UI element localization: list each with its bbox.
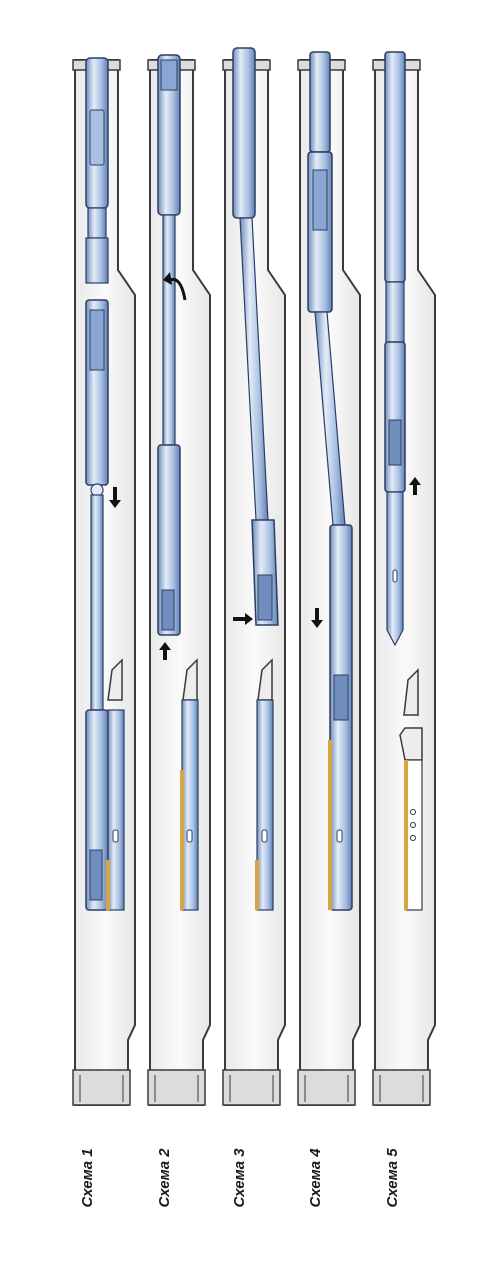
tool-string bbox=[90, 494, 104, 711]
whipstock bbox=[403, 668, 419, 716]
scheme-5-caption: Схема 5 bbox=[384, 1148, 401, 1208]
tool-body bbox=[384, 341, 406, 493]
anchor-yellow bbox=[405, 759, 423, 911]
tool-top bbox=[309, 51, 331, 153]
arrow-scheme-2 bbox=[159, 642, 171, 660]
arrow-scheme-5 bbox=[409, 477, 421, 495]
anchor bbox=[107, 709, 125, 911]
anchor-yellow bbox=[106, 860, 110, 910]
arrow-scheme-3 bbox=[233, 613, 253, 625]
scheme-3-caption: Схема 3 bbox=[231, 1148, 248, 1208]
scheme-4 bbox=[297, 51, 361, 1106]
tool-body bbox=[157, 444, 181, 636]
scheme-2-caption: Схема 2 bbox=[156, 1148, 173, 1208]
scheme-1 bbox=[72, 57, 136, 1106]
arrow-scheme-1 bbox=[109, 487, 121, 508]
whipstock bbox=[107, 658, 123, 701]
scheme-3 bbox=[222, 47, 286, 1106]
tool-sub bbox=[85, 237, 109, 284]
tool-top bbox=[384, 51, 406, 283]
tool-string bbox=[162, 214, 176, 446]
tool-top bbox=[232, 47, 256, 219]
scheme-1-caption: Схема 1 bbox=[79, 1148, 96, 1208]
tool-joint bbox=[87, 207, 107, 239]
tool-nose bbox=[386, 491, 404, 647]
scheme-2 bbox=[147, 54, 211, 1106]
arrow-scheme-4 bbox=[311, 608, 323, 628]
scheme-4-caption: Схема 4 bbox=[307, 1148, 324, 1208]
tool-sub bbox=[385, 281, 405, 343]
scheme-5 bbox=[372, 51, 436, 1106]
casing-coupling-bottom bbox=[72, 1069, 131, 1106]
